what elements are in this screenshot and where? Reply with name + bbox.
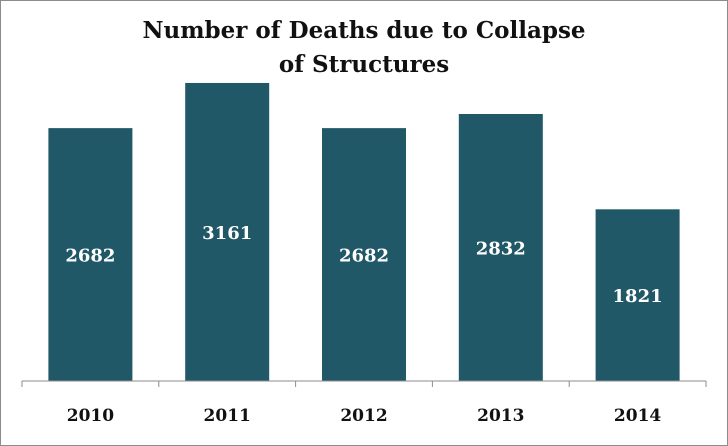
bar-2014 (595, 209, 680, 381)
data-label-2012: 2682 (339, 246, 389, 267)
x-tick-label-2014: 2014 (614, 406, 661, 426)
data-label-2010: 2682 (65, 246, 115, 267)
chart-title-line-2: of Structures (278, 51, 450, 78)
x-tick-label-2010: 2010 (67, 406, 114, 426)
bar-2013 (458, 113, 543, 382)
chart-title: Number of Deaths due to Collapse of Stru… (0, 14, 728, 82)
bar-2011 (185, 82, 270, 381)
data-label-2013: 2832 (476, 238, 526, 259)
bar-2012 (322, 128, 406, 381)
x-tick-label-2012: 2012 (340, 406, 387, 426)
x-tick-label-2013: 2013 (477, 406, 524, 426)
data-label-2011: 3161 (202, 223, 252, 244)
chart-title-line-1: Number of Deaths due to Collapse (142, 17, 586, 44)
bar-2010 (48, 128, 133, 381)
data-label-2014: 1821 (613, 286, 663, 307)
x-tick-label-2011: 2011 (204, 406, 251, 426)
